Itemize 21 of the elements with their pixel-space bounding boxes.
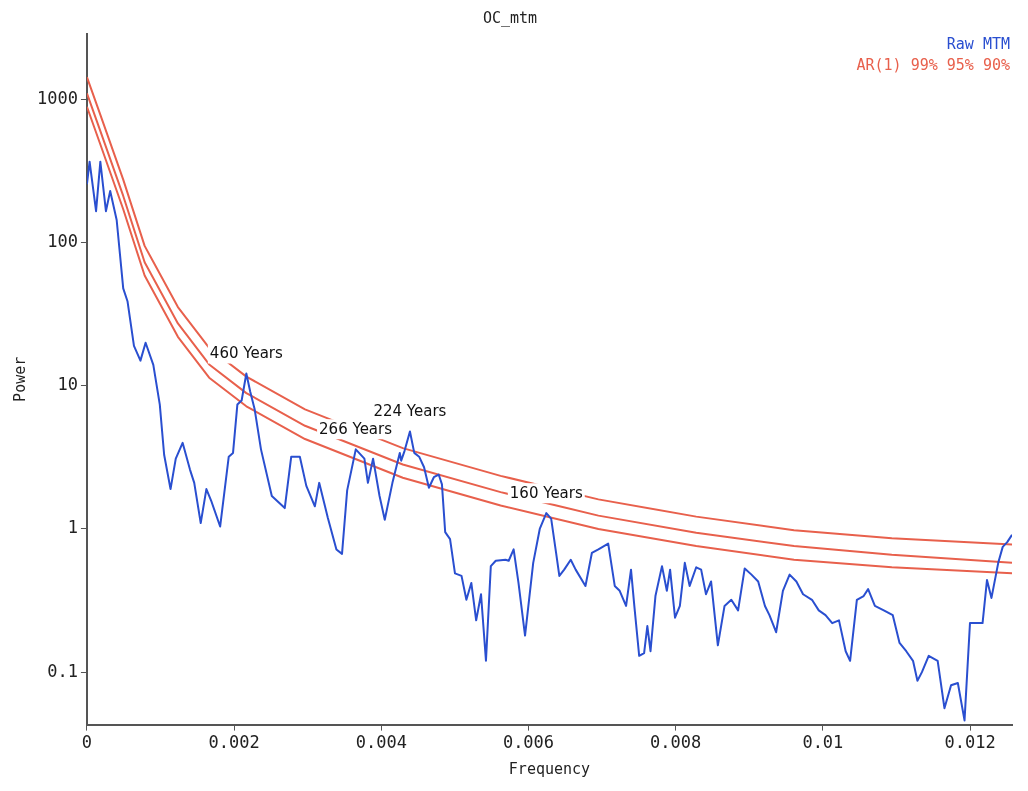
- x-tick-label: 0.006: [502, 732, 555, 753]
- x-axis-title: Frequency: [508, 759, 591, 778]
- x-tick-label: 0: [81, 732, 93, 753]
- text: AR(1) 99% 95% 90%: [856, 56, 1010, 75]
- y-axis-title: Power: [10, 356, 29, 402]
- y-tick-label: 10: [57, 374, 78, 395]
- y-tick-label: 1: [67, 517, 78, 538]
- y-tick-label: 100: [47, 231, 78, 252]
- y-tick-label: 1000: [36, 87, 78, 108]
- annotation: 160 Years: [509, 483, 583, 502]
- x-tick-label: 0.004: [355, 732, 407, 753]
- chart-title: OC_mtm: [482, 8, 538, 27]
- annotation: 224 Years: [373, 401, 447, 420]
- x-tick-label: 0.012: [944, 732, 996, 753]
- text: Raw MTM: [946, 35, 1010, 54]
- y-tick-label: 0.1: [47, 660, 78, 681]
- annotation: 266 Years: [319, 419, 393, 438]
- x-tick-label: 0.01: [802, 732, 844, 753]
- x-tick-label: 0.002: [208, 732, 260, 753]
- x-tick-label: 0.008: [650, 732, 702, 753]
- annotation: 460 Years: [209, 343, 284, 362]
